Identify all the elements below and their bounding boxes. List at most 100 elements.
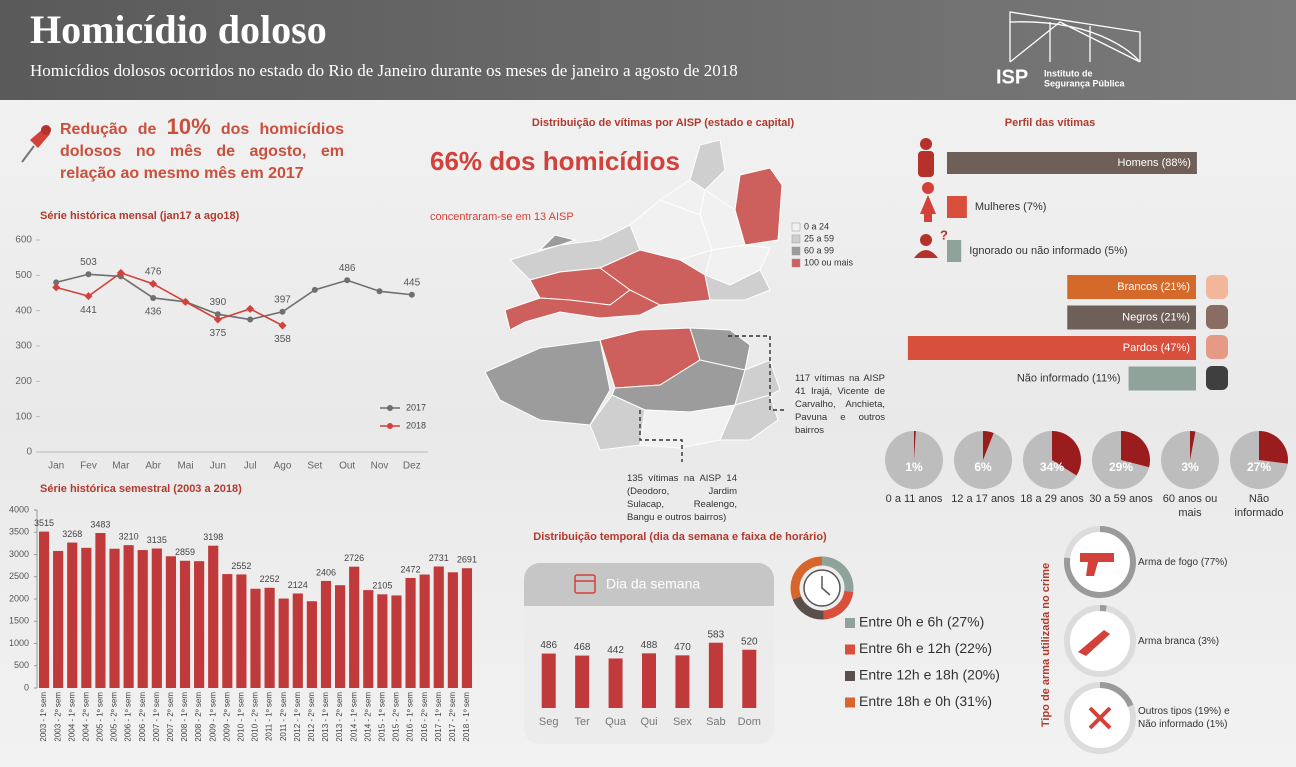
ring-arc bbox=[1099, 605, 1107, 612]
x-tick-label: Mar bbox=[112, 461, 130, 472]
bar bbox=[81, 547, 92, 688]
data-label: 468 bbox=[574, 642, 591, 653]
data-label: 486 bbox=[339, 263, 356, 274]
gender-icons: ? bbox=[914, 138, 948, 258]
series-marker bbox=[278, 321, 287, 330]
bar bbox=[447, 572, 458, 688]
legend-label: 2017 bbox=[406, 402, 426, 412]
series-marker bbox=[408, 291, 415, 298]
data-label: 3198 bbox=[203, 532, 223, 542]
series-marker bbox=[376, 288, 383, 295]
x-tick-label: Ter bbox=[575, 716, 591, 728]
bar-label: Brancos (21%) bbox=[1117, 281, 1190, 293]
question-icon: ? bbox=[940, 227, 948, 242]
bar bbox=[742, 649, 757, 708]
data-label: 375 bbox=[209, 328, 226, 339]
highlight-text: Redução de 10% dos homicídios dolosos no… bbox=[60, 116, 344, 185]
weekday-panel-header bbox=[524, 563, 774, 606]
x-tick-label: 2013 - 1º sem bbox=[321, 692, 330, 742]
x-tick-label: 2018 - 1º sem bbox=[462, 692, 471, 742]
logo-line: Segurança Pública bbox=[1044, 78, 1126, 88]
map-note: 135 vítimas na AISP 14 (Deodoro, Jardim … bbox=[627, 473, 737, 523]
bar bbox=[433, 566, 444, 688]
bar bbox=[349, 566, 360, 688]
x-tick-label: Ago bbox=[274, 461, 292, 472]
bar bbox=[575, 655, 590, 708]
legend-swatch bbox=[845, 618, 855, 628]
series-marker bbox=[214, 311, 221, 318]
series-marker bbox=[344, 277, 351, 284]
bar bbox=[608, 658, 623, 708]
x-tick-label: 2009 - 1º sem bbox=[208, 692, 217, 742]
x-tick-label: Abr bbox=[145, 461, 161, 472]
x-tick-label: 2011 - 2º sem bbox=[279, 692, 288, 741]
bar bbox=[419, 574, 430, 688]
section-title: Série histórica mensal (jan17 a ago18) bbox=[40, 210, 240, 222]
page-subtitle: Homicídios dolosos ocorridos no estado d… bbox=[30, 61, 738, 80]
x-tick-label: 2017 - 1º sem bbox=[434, 692, 443, 742]
logo-short: ISP bbox=[996, 66, 1028, 88]
x-tick-label: Set bbox=[307, 461, 322, 472]
bar-label: Homens (88%) bbox=[1118, 157, 1191, 169]
x-tick-label: Dom bbox=[738, 716, 761, 728]
bar bbox=[292, 593, 303, 688]
bar bbox=[391, 595, 402, 688]
data-label: 2124 bbox=[288, 580, 308, 590]
section-title: Distribuição de vítimas por AISP (estado… bbox=[532, 117, 795, 129]
bar bbox=[320, 580, 332, 688]
x-tick-label: 2016 - 1º sem bbox=[406, 692, 415, 742]
data-label: 358 bbox=[274, 334, 291, 345]
data-label: 397 bbox=[274, 294, 291, 305]
data-label: 3268 bbox=[62, 529, 82, 539]
ring-label: Outros tipos (19%) e Não informado (1%) bbox=[1138, 706, 1230, 730]
series-marker bbox=[53, 279, 60, 286]
legend-label: 100 ou mais bbox=[804, 257, 854, 267]
x-tick-label: Qua bbox=[605, 716, 627, 728]
bar bbox=[38, 531, 50, 688]
data-label: 442 bbox=[607, 645, 624, 656]
data-label: 390 bbox=[209, 297, 226, 308]
pie-category: 18 a 29 anos bbox=[1020, 493, 1084, 505]
y-tick-label: 500 bbox=[15, 270, 32, 281]
header-band bbox=[0, 0, 1296, 100]
x-tick-label: Nov bbox=[371, 461, 389, 472]
x-tick-label: 2004 - 1º sem bbox=[67, 692, 76, 742]
weapon-icons bbox=[1078, 553, 1114, 730]
x-tick-label: Mai bbox=[177, 461, 193, 472]
pie-category: 60 anos ou mais bbox=[1162, 493, 1218, 519]
data-label: 2731 bbox=[429, 553, 449, 563]
bar bbox=[250, 588, 261, 688]
bar-label: Pardos (47%) bbox=[1123, 342, 1190, 354]
pie-slice bbox=[1190, 431, 1196, 460]
x-tick-label: 2016 - 2º sem bbox=[420, 692, 429, 742]
highlight-part: Redução de bbox=[60, 121, 167, 138]
series-marker bbox=[116, 268, 125, 277]
donut-segment bbox=[790, 556, 823, 600]
bar bbox=[708, 642, 723, 708]
donut-segment bbox=[821, 556, 854, 592]
data-label: 2859 bbox=[175, 547, 195, 557]
legend-label: 2018 bbox=[406, 420, 426, 430]
logo-line: Instituto de bbox=[1044, 68, 1093, 78]
data-label: 2552 bbox=[231, 561, 251, 571]
x-tick-label: 2014 - 2º sem bbox=[363, 692, 372, 742]
pie-slice bbox=[1121, 431, 1150, 468]
data-label: 3% bbox=[1181, 460, 1199, 474]
bar bbox=[1067, 275, 1196, 299]
bar bbox=[306, 601, 317, 688]
x-tick-label: Qui bbox=[640, 716, 657, 728]
data-label: 2105 bbox=[372, 581, 392, 591]
bar bbox=[541, 653, 556, 708]
data-label: 503 bbox=[80, 257, 97, 268]
weekday-panel-title: Dia da semana bbox=[606, 576, 700, 592]
bar bbox=[222, 574, 233, 688]
x-tick-label: Dez bbox=[403, 461, 421, 472]
pie-slice bbox=[914, 431, 916, 460]
x-tick-label: Jan bbox=[48, 461, 64, 472]
data-label: 445 bbox=[403, 277, 420, 288]
y-tick-label: 2500 bbox=[9, 571, 29, 581]
legend-label: 25 a 59 bbox=[804, 233, 834, 243]
data-label: 583 bbox=[708, 629, 725, 640]
x-tick-label: 2008 - 1º sem bbox=[180, 692, 189, 742]
